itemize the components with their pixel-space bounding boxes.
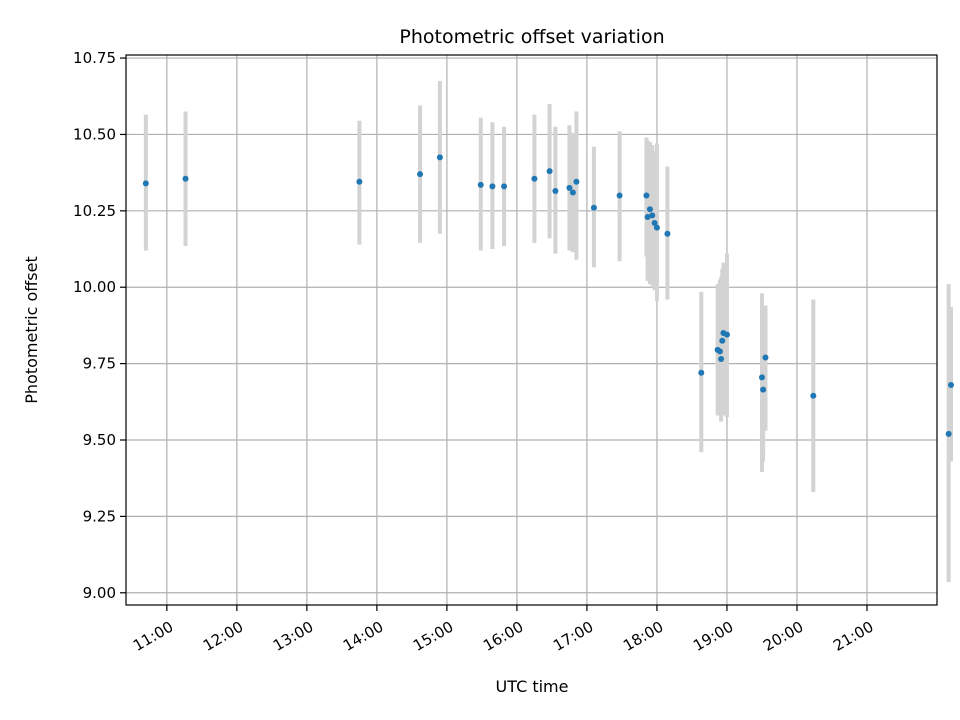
grid-layer xyxy=(126,55,937,605)
data-points xyxy=(142,154,955,437)
data-point xyxy=(501,183,508,190)
data-point xyxy=(948,382,955,388)
y-tick-label: 9.25 xyxy=(83,507,116,525)
data-point xyxy=(477,181,484,188)
y-tick-label: 10.50 xyxy=(73,125,116,143)
data-point xyxy=(664,230,671,237)
data-point xyxy=(723,331,730,338)
data-point xyxy=(810,392,817,399)
x-axis-title: UTC time xyxy=(496,677,569,696)
data-point xyxy=(182,175,189,182)
data-point xyxy=(651,220,658,227)
data-point xyxy=(616,192,623,199)
data-point xyxy=(758,374,765,381)
data-point xyxy=(646,206,653,213)
data-point xyxy=(653,224,660,231)
y-tick-label: 9.75 xyxy=(83,355,116,373)
y-tick-label: 10.75 xyxy=(73,49,116,67)
data-point xyxy=(698,369,705,376)
data-point xyxy=(356,178,363,185)
data-point xyxy=(716,348,723,355)
data-point xyxy=(760,386,767,393)
chart-title: Photometric offset variation xyxy=(399,26,664,48)
y-tick-label: 10.00 xyxy=(73,278,116,296)
data-point xyxy=(417,171,424,178)
data-point xyxy=(566,184,573,191)
data-point xyxy=(718,356,725,363)
y-tick-label: 9.00 xyxy=(83,584,116,602)
y-tick-label: 10.25 xyxy=(73,202,116,220)
data-point xyxy=(436,154,443,161)
data-point xyxy=(945,430,952,437)
data-point xyxy=(590,204,597,211)
data-point xyxy=(552,187,559,194)
data-point xyxy=(719,337,726,344)
data-point xyxy=(649,212,656,219)
data-point xyxy=(762,354,769,361)
data-point xyxy=(643,192,650,199)
plot-frame xyxy=(125,54,938,606)
data-point xyxy=(489,183,496,190)
data-point xyxy=(142,180,149,187)
data-point xyxy=(644,213,651,220)
y-tick-label: 9.50 xyxy=(83,431,116,449)
y-axis-title: Photometric offset xyxy=(22,256,41,404)
data-point xyxy=(569,189,576,196)
data-point xyxy=(531,175,538,182)
data-point xyxy=(573,178,580,185)
data-point xyxy=(546,168,553,175)
